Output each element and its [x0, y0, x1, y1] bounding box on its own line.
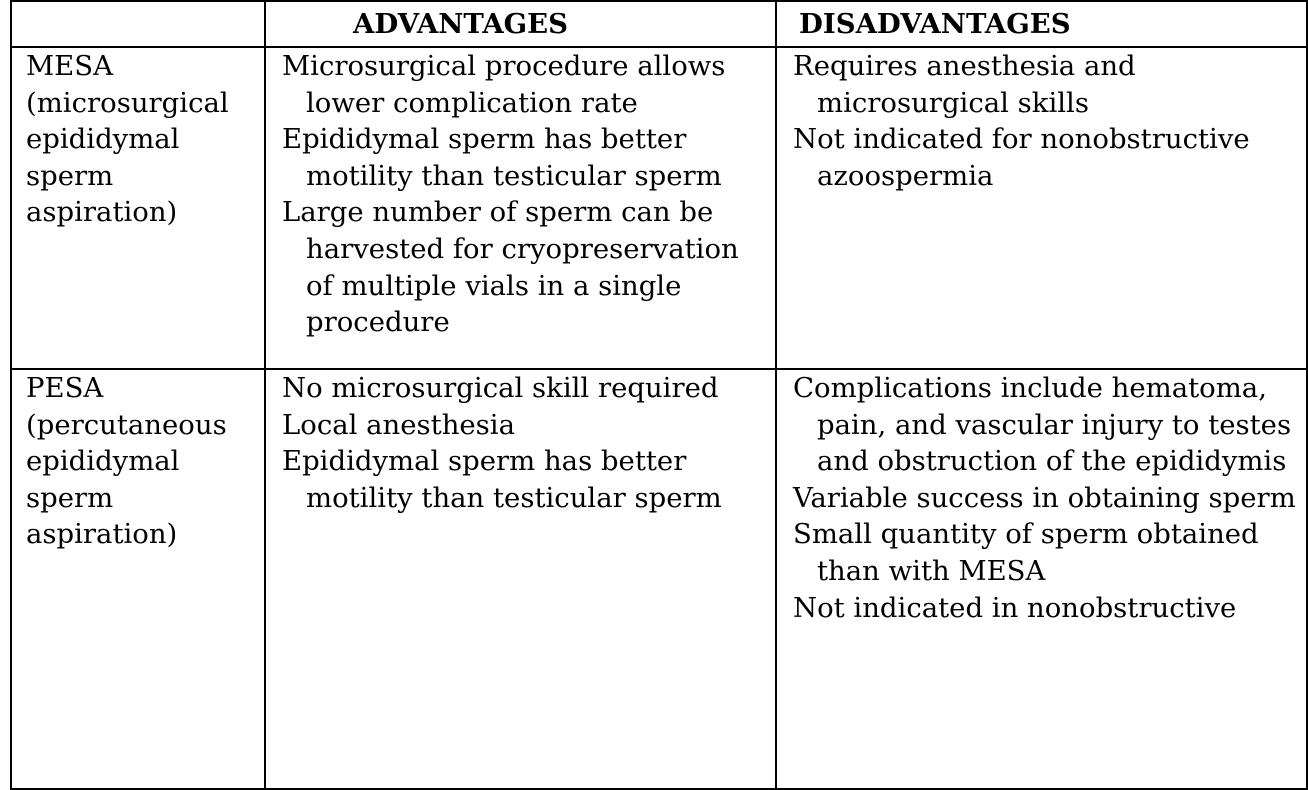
- procedure-line: PESA: [26, 372, 104, 404]
- header-row: ADVANTAGES DISADVANTAGES: [10, 0, 1308, 48]
- procedure-line: (microsurgical: [26, 86, 229, 119]
- disadvantage-item: Not indicated for nonobstructive azoospe…: [793, 123, 1250, 192]
- procedure-line: aspiration): [26, 196, 178, 229]
- advantage-item: Large number of sperm can be harvested f…: [282, 196, 739, 339]
- procedure-line: sperm: [26, 159, 114, 192]
- comparison-table: ADVANTAGES DISADVANTAGES MESA (microsurg…: [10, 0, 1308, 790]
- procedure-line: epididymal: [26, 445, 180, 478]
- procedure-line: epididymal: [26, 123, 180, 156]
- header-procedure: [10, 0, 266, 48]
- procedure-line: MESA: [26, 50, 113, 82]
- procedure-cell: PESA (percutaneous epididymal sperm aspi…: [10, 368, 266, 790]
- disadvantages-cell: Requires anesthesia and microsurgical sk…: [775, 46, 1308, 370]
- procedure-line: (percutaneous: [26, 408, 227, 441]
- disadvantage-item: Not indicated in nonobstructive: [793, 591, 1237, 624]
- disadvantage-item: Small quantity of sperm obtained than wi…: [793, 518, 1259, 587]
- disadvantage-item: Requires anesthesia and microsurgical sk…: [793, 50, 1136, 119]
- procedure-line: sperm: [26, 481, 114, 514]
- advantages-cell: Microsurgical procedure allows lower com…: [264, 46, 777, 370]
- advantages-cell: No microsurgical skill required Local an…: [264, 368, 777, 790]
- procedure-line: aspiration): [26, 518, 178, 551]
- table-row-pesa: PESA (percutaneous epididymal sperm aspi…: [10, 368, 1308, 790]
- advantage-item: Local anesthesia: [282, 408, 515, 441]
- advantage-item: No microsurgical skill required: [282, 372, 719, 404]
- advantage-item: Epididymal sperm has better motility tha…: [282, 123, 722, 192]
- table-row-mesa: MESA (microsurgical epididymal sperm asp…: [10, 46, 1308, 370]
- header-disadvantages: DISADVANTAGES: [775, 0, 1308, 48]
- disadvantage-item: Variable success in obtaining sperm: [793, 481, 1296, 514]
- disadvantages-cell: Complications include hematoma, pain, an…: [775, 368, 1308, 790]
- header-advantages: ADVANTAGES: [264, 0, 777, 48]
- advantage-item: Microsurgical procedure allows lower com…: [282, 50, 726, 119]
- procedure-cell: MESA (microsurgical epididymal sperm asp…: [10, 46, 266, 370]
- advantage-item: Epididymal sperm has better motility tha…: [282, 445, 722, 514]
- disadvantage-item: Complications include hematoma, pain, an…: [793, 372, 1292, 478]
